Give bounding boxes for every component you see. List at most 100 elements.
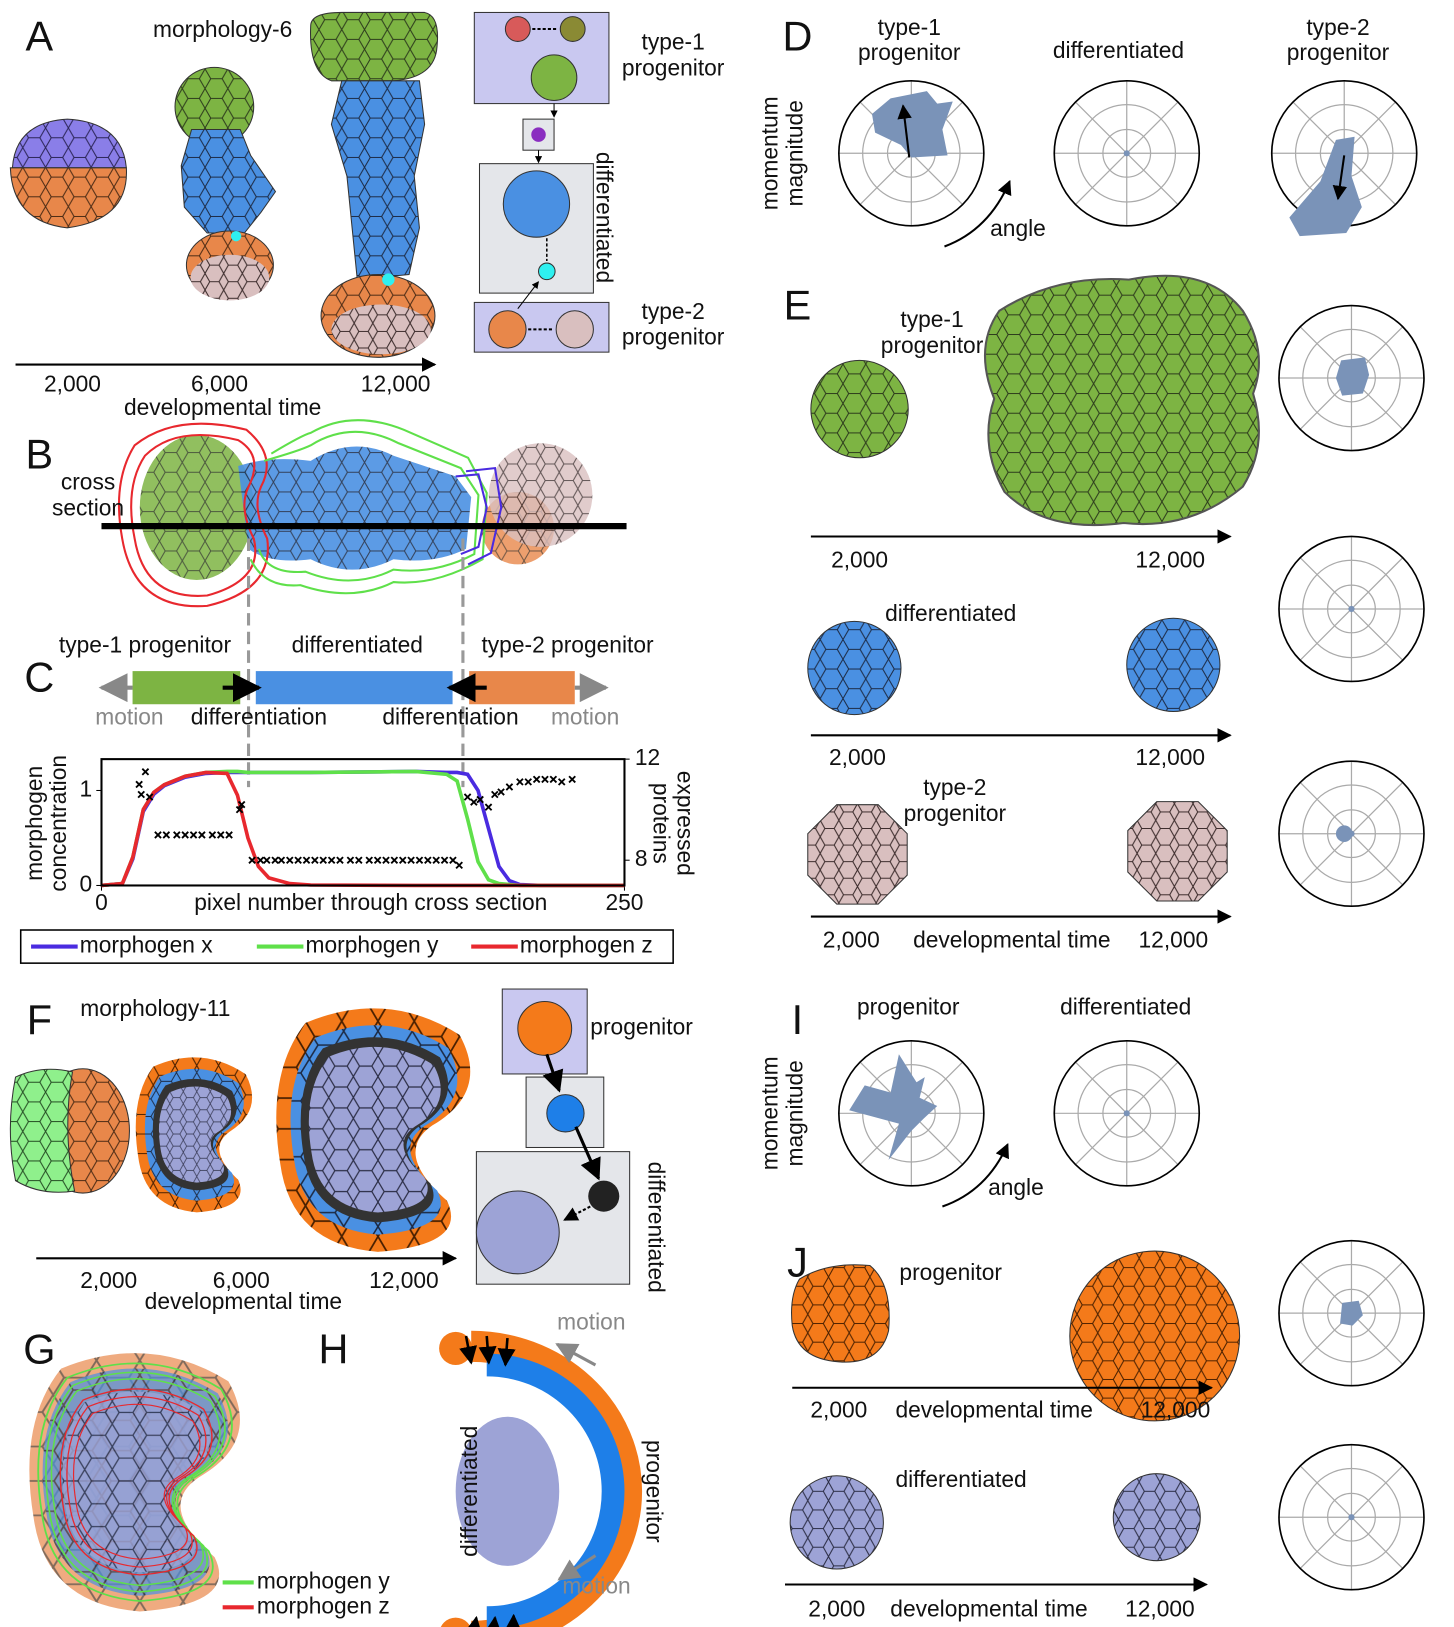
label: cross [61, 469, 115, 495]
series-line [101, 772, 624, 885]
panel-b-cross-section [101, 420, 626, 787]
label: 2,000 [808, 1595, 865, 1621]
polar-center [1348, 606, 1354, 612]
label: progenitor [622, 324, 725, 350]
scatter-marker [400, 857, 406, 863]
scatter-marker [226, 832, 232, 838]
scatter-marker [218, 832, 224, 838]
label: momentum [757, 1056, 783, 1170]
time-tick-label: 2,000 [44, 370, 101, 396]
scatter-marker [450, 857, 456, 863]
panel-label: A [26, 13, 54, 59]
y2-axis-label: proteins [649, 783, 675, 864]
scatter-marker [136, 781, 142, 787]
scatter-marker [337, 857, 343, 863]
y-axis-label: concentration [45, 755, 71, 892]
label: morphogen y [257, 1567, 390, 1593]
legend-label: morphogen z [520, 932, 653, 958]
panel-title: morphology-11 [80, 995, 230, 1021]
scatter-marker [471, 799, 477, 805]
label: differentiation [382, 704, 518, 730]
label: type-2 [1306, 14, 1369, 40]
label: 12,000 [1139, 926, 1209, 952]
y-tick-label: 1 [79, 775, 92, 801]
label: momentum [757, 96, 783, 210]
panel-a-cells [10, 12, 437, 357]
panel-label: H [319, 1326, 349, 1372]
panel-c-regions [101, 671, 605, 704]
panel-label: I [792, 997, 804, 1043]
label: developmental time [895, 1397, 1092, 1423]
label: magnitude [781, 1060, 807, 1166]
label: differentiated [1060, 994, 1191, 1020]
legend-label: morphogen y [306, 932, 439, 958]
scatter-marker [517, 779, 523, 785]
label: motion [562, 1573, 630, 1599]
figure: 025001812pixel number through cross sect… [0, 0, 1454, 1627]
scatter-marker [375, 857, 381, 863]
polar-center [1124, 1110, 1130, 1116]
label: angle [988, 1174, 1044, 1200]
polar-grid [1279, 1445, 1424, 1590]
label: differentiation [191, 704, 327, 730]
label: developmental time [913, 926, 1110, 952]
panel-title: morphology-6 [153, 16, 292, 42]
panel-label: D [782, 13, 812, 59]
panel-a-lineage [474, 12, 609, 352]
scatter-marker [464, 794, 470, 800]
scatter-marker [174, 832, 180, 838]
label: progenitor [904, 800, 1007, 826]
label: progenitor [858, 39, 961, 65]
scatter-marker [295, 857, 301, 863]
scatter-marker [272, 857, 278, 863]
scatter-marker [391, 857, 397, 863]
label: morphogen z [257, 1592, 390, 1618]
scatter-marker [190, 832, 196, 838]
label: progenitor [622, 54, 725, 80]
label: 2,000 [810, 1397, 867, 1423]
label: differentiated [895, 1466, 1026, 1492]
time-tick-label: 12,000 [361, 370, 431, 396]
label: progenitor [881, 332, 984, 358]
label: type-1 [900, 306, 963, 332]
label: differentiated [1053, 37, 1184, 63]
scatter-marker [506, 784, 512, 790]
y2-axis-label: expressed [672, 771, 698, 876]
label: 12,000 [1135, 546, 1205, 572]
scatter-marker [328, 857, 334, 863]
scatter-marker [366, 857, 372, 863]
label: differentiated [885, 600, 1016, 626]
label: 12,000 [1135, 744, 1205, 770]
series-line [101, 771, 624, 885]
label: angle [990, 215, 1046, 241]
time-tick-label: 12,000 [369, 1267, 439, 1293]
scatter-marker [303, 857, 309, 863]
label: differentiated [592, 152, 618, 283]
polar-center [1124, 150, 1130, 156]
scatter-marker [287, 857, 293, 863]
label: progenitor [899, 1259, 1002, 1285]
scatter-marker [492, 791, 498, 797]
y2-tick-label: 8 [635, 845, 648, 871]
label: differentiated [456, 1426, 482, 1557]
panel-e-cells [808, 276, 1259, 917]
panel-g-contours [29, 1353, 253, 1611]
label: developmental time [890, 1595, 1087, 1621]
x-tick-label: 0 [95, 889, 108, 915]
scatter-marker [257, 857, 263, 863]
scatter-marker [498, 789, 504, 795]
label: motion [95, 704, 163, 730]
label: section [52, 495, 124, 521]
label: 2,000 [823, 926, 880, 952]
series-line [101, 771, 624, 885]
scatter-marker [569, 776, 575, 782]
time-tick-label: 6,000 [191, 370, 248, 396]
scatter-marker [264, 857, 270, 863]
time-tick-label: 2,000 [80, 1267, 137, 1293]
label: type-2 progenitor [481, 631, 654, 657]
panel-label: J [787, 1239, 808, 1285]
label: progenitor [590, 1013, 693, 1039]
scatter-marker [559, 779, 565, 785]
label: motion [557, 1309, 625, 1335]
